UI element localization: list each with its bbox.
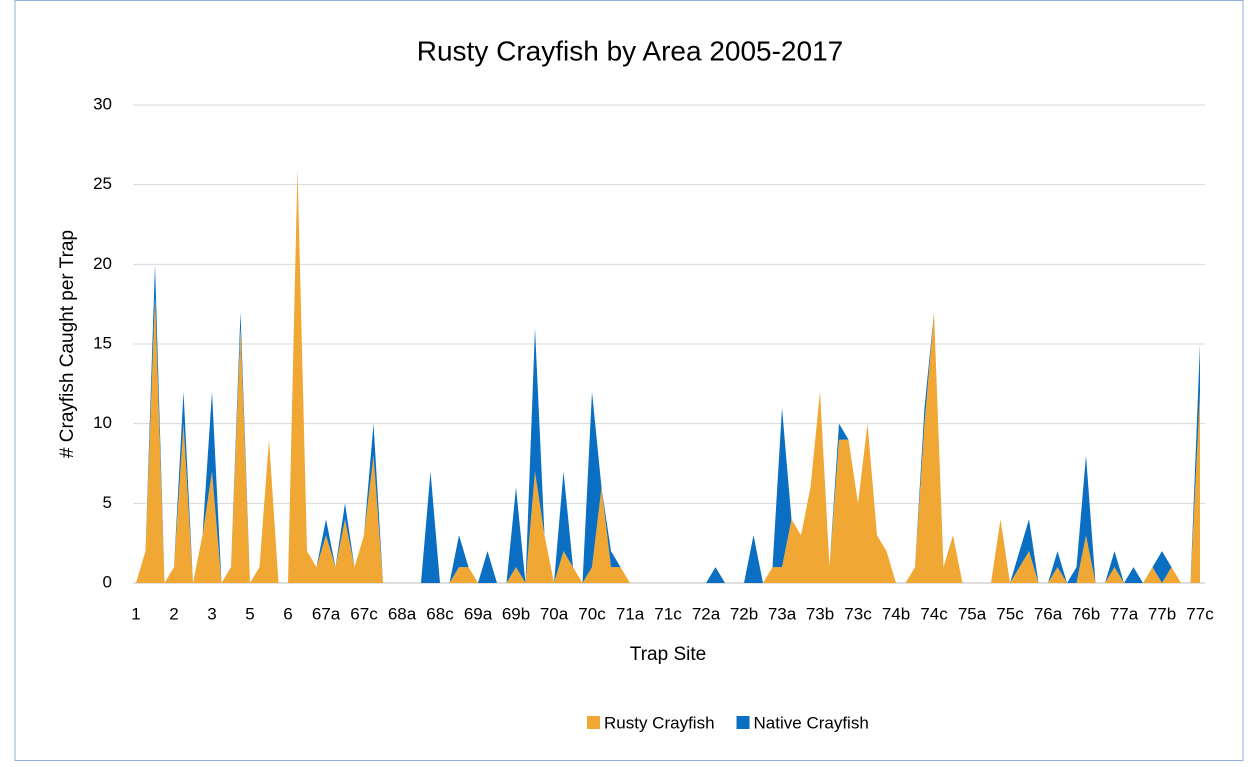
chart-frame: [14, 0, 1244, 761]
y-axis-title: # Crayfish Caught per Trap: [57, 230, 78, 458]
x-tick-label: 72b: [730, 604, 758, 623]
x-tick-label: 5: [245, 604, 254, 623]
x-tick-label: 73b: [806, 604, 834, 623]
legend-label: Rusty Crayfish: [604, 713, 715, 732]
x-tick-label: 6: [283, 604, 292, 623]
x-tick-label: 68a: [388, 604, 417, 623]
x-tick-label: 69b: [502, 604, 530, 623]
y-tick-label: 10: [93, 413, 112, 432]
y-tick-label: 15: [93, 333, 112, 352]
x-tick-label: 77a: [1110, 604, 1139, 623]
legend-label: Native Crayfish: [754, 713, 869, 732]
x-tick-label: 77c: [1186, 604, 1214, 623]
x-tick-label: 70a: [540, 604, 569, 623]
area-series: [136, 168, 1200, 583]
x-tick-label: 1: [131, 604, 140, 623]
x-tick-label: 68c: [426, 604, 454, 623]
y-tick-label: 5: [103, 493, 112, 512]
x-tick-label: 73c: [844, 604, 872, 623]
x-tick-label: 2: [169, 604, 178, 623]
y-tick-label: 30: [93, 94, 112, 113]
x-tick-label: 72a: [692, 604, 721, 623]
x-tick-label: 75a: [958, 604, 987, 623]
x-tick-label: 74c: [920, 604, 948, 623]
chart-title: Rusty Crayfish by Area 2005-2017: [417, 35, 843, 66]
y-tick-label: 20: [93, 254, 112, 273]
x-tick-label: 76b: [1072, 604, 1100, 623]
x-tick-label: 3: [207, 604, 216, 623]
x-tick-label: 73a: [768, 604, 797, 623]
x-tick-label: 71a: [616, 604, 645, 623]
y-tick-label: 0: [103, 572, 112, 591]
y-tick-label: 25: [93, 174, 112, 193]
x-tick-label: 76a: [1034, 604, 1063, 623]
x-tick-label: 70c: [578, 604, 606, 623]
x-tick-label: 67a: [312, 604, 341, 623]
legend-swatch: [587, 716, 600, 729]
x-axis-title: Trap Site: [630, 644, 706, 665]
x-tick-label: 69a: [464, 604, 493, 623]
x-tick-label: 67c: [350, 604, 378, 623]
x-tick-label: 75c: [996, 604, 1024, 623]
x-tick-label: 77b: [1148, 604, 1176, 623]
x-tick-label: 71c: [654, 604, 682, 623]
x-tick-label: 74b: [882, 604, 910, 623]
legend-swatch: [736, 716, 750, 729]
